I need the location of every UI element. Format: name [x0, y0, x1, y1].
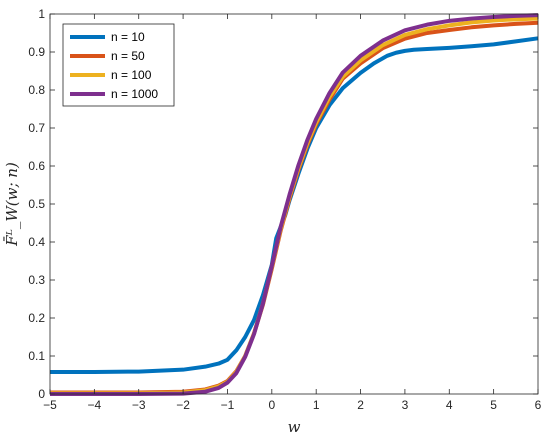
- y-tick-label: 0.8: [28, 83, 45, 97]
- y-tick-label: 0.9: [28, 45, 45, 59]
- legend-entry: n = 1000: [111, 87, 158, 101]
- legend-entry: n = 10: [111, 30, 145, 44]
- series-layer: [50, 13, 539, 396]
- y-tick-label: 0.7: [28, 121, 45, 135]
- x-tick-label: 0: [268, 398, 275, 412]
- x-tick-label: −5: [43, 398, 57, 412]
- y-tick-label: 1: [38, 7, 45, 21]
- tick-layer: −5 −4 −3 −2 −1 0 1 2 3 4 5 6 0 0.1 0.2 0.3 0.4 0.5 0.6 0.7 0…: [28, 7, 541, 412]
- x-tick-label: −1: [221, 398, 235, 412]
- y-tick-label: 0.5: [28, 197, 45, 211]
- y-tick-label: 0.6: [28, 159, 45, 173]
- x-tick-label: 4: [446, 398, 453, 412]
- x-tick-label: −4: [88, 398, 102, 412]
- y-tick-label: 0: [38, 387, 45, 401]
- x-axis-label: w: [288, 418, 301, 436]
- x-tick-label: 1: [313, 398, 320, 412]
- y-tick-label: 0.1: [28, 349, 45, 363]
- y-axis-label: F̄ᴸ_W(w; n): [3, 162, 21, 247]
- legend-entry: n = 100: [111, 68, 152, 82]
- x-tick-label: 2: [357, 398, 364, 412]
- x-tick-label: 6: [535, 398, 542, 412]
- x-tick-label: 3: [402, 398, 409, 412]
- x-tick-label: −3: [132, 398, 146, 412]
- y-tick-label: 0.3: [28, 273, 45, 287]
- y-tick-label: 0.4: [28, 235, 45, 249]
- series-line-4: [50, 13, 539, 396]
- x-tick-label: −2: [176, 398, 190, 412]
- legend: n = 10 n = 50 n = 100 n = 1000: [62, 23, 175, 107]
- y-tick-label: 0.2: [28, 311, 45, 325]
- legend-entry: n = 50: [111, 49, 145, 63]
- x-tick-label: 5: [490, 398, 497, 412]
